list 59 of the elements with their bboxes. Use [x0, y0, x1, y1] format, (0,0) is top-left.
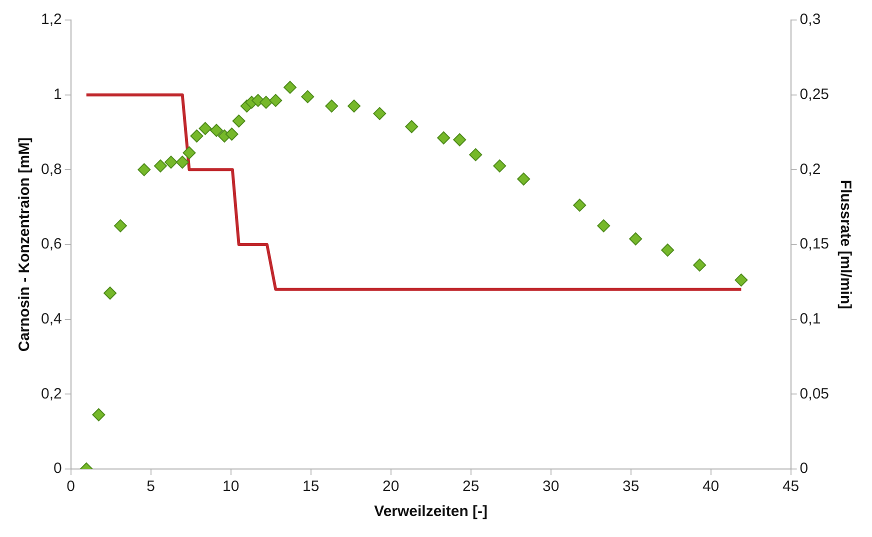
point	[269, 94, 282, 107]
x-tick-label: 0	[66, 478, 76, 496]
point	[493, 159, 506, 172]
point	[210, 124, 223, 137]
point	[325, 100, 338, 113]
point	[405, 120, 418, 134]
x-tick-label: 40	[702, 478, 720, 496]
x-tick-label: 20	[382, 478, 400, 496]
point	[260, 96, 273, 109]
point	[517, 172, 530, 186]
x-tick-label: 15	[302, 478, 320, 496]
x-tick-label: 10	[222, 478, 240, 496]
point	[693, 258, 706, 272]
point	[629, 232, 642, 246]
x-tick-label: 45	[782, 478, 800, 496]
point	[114, 219, 127, 232]
point	[734, 274, 748, 287]
x-tick-label: 30	[542, 478, 560, 496]
point	[225, 128, 238, 141]
y2-tick-label: 0,2	[800, 160, 821, 178]
point	[92, 408, 106, 422]
point	[597, 219, 610, 232]
point	[373, 107, 386, 120]
y-axis-title: Carnosin - Konzentraion [mM]	[16, 137, 34, 352]
x-tick-label: 35	[622, 478, 640, 496]
point	[164, 156, 178, 169]
point	[301, 90, 314, 104]
y2-tick-label: 0,05	[800, 385, 830, 402]
point	[154, 159, 167, 172]
y-tick-label: 0,4	[40, 310, 62, 328]
point	[138, 163, 151, 176]
point	[232, 114, 246, 128]
x-tick-label: 25	[462, 478, 480, 496]
point	[198, 122, 212, 136]
point	[284, 80, 297, 94]
y2-tick-label: 0,3	[800, 11, 821, 28]
point	[661, 244, 674, 257]
point	[573, 198, 586, 212]
y-tick-label: 0,8	[40, 160, 62, 178]
y-tick-label: 0,6	[40, 236, 62, 253]
y-tick-label: 1,2	[40, 11, 62, 28]
point	[437, 131, 450, 144]
y2-tick-label: 0,1	[800, 310, 821, 328]
point	[176, 156, 189, 169]
point	[182, 146, 196, 160]
y2-tick-label: 0,15	[800, 236, 830, 253]
y-tick-label: 1	[54, 86, 62, 103]
y2-tick-label: 0	[800, 460, 808, 478]
x-tick-label: 5	[146, 478, 156, 496]
y2-tick-label: 0,25	[800, 86, 830, 103]
point	[453, 133, 466, 146]
x-axis-title: Verweilzeiten [-]	[374, 503, 488, 520]
point	[348, 100, 361, 113]
point	[190, 129, 204, 142]
point	[469, 148, 482, 162]
y-tick-label: 0	[54, 460, 62, 478]
point	[104, 286, 117, 300]
y-tick-label: 0,2	[40, 385, 62, 402]
y2-axis-title: Flussrate [ml/min]	[836, 180, 854, 310]
